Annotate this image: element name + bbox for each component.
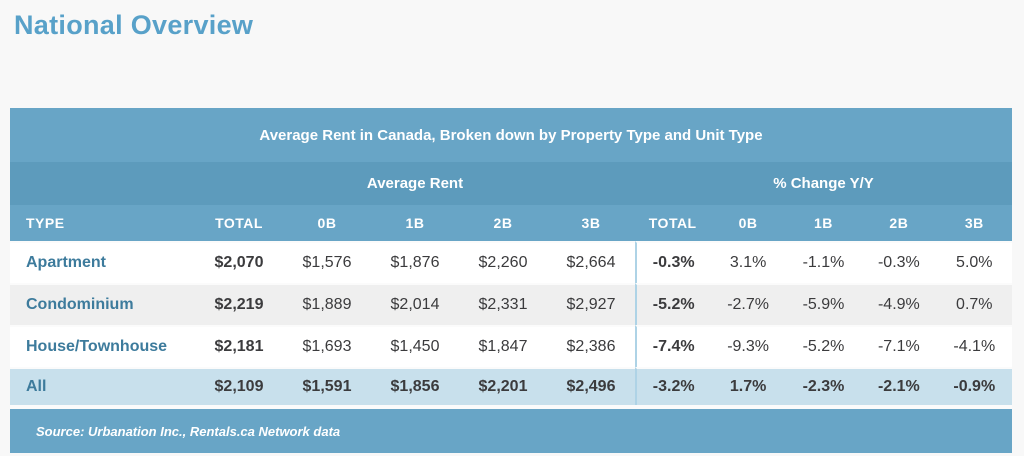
group-spacer bbox=[10, 162, 195, 205]
cell-rent-2b: $2,201 bbox=[459, 367, 547, 405]
column-header-change-total: TOTAL bbox=[635, 205, 711, 241]
cell-change-total: -7.4% bbox=[635, 325, 711, 367]
cell-rent-total: $2,219 bbox=[195, 283, 283, 325]
column-header-rent-0b: 0B bbox=[283, 205, 371, 241]
column-header-change-0b: 0B bbox=[710, 205, 786, 241]
cell-change-total: -0.3% bbox=[635, 241, 711, 283]
cell-change-total: -3.2% bbox=[635, 367, 711, 405]
cell-rent-0b: $1,576 bbox=[283, 241, 371, 283]
column-header-change-3b: 3B bbox=[936, 205, 1012, 241]
row-label: All bbox=[10, 367, 195, 405]
column-header-type: TYPE bbox=[10, 205, 195, 241]
cell-rent-3b: $2,496 bbox=[547, 367, 635, 405]
row-label: House/Townhouse bbox=[10, 325, 195, 367]
cell-rent-total: $2,109 bbox=[195, 367, 283, 405]
column-header-rent-3b: 3B bbox=[547, 205, 635, 241]
column-header-rent-2b: 2B bbox=[459, 205, 547, 241]
cell-change-0b: -9.3% bbox=[710, 325, 786, 367]
cell-rent-2b: $2,331 bbox=[459, 283, 547, 325]
cell-change-3b: 0.7% bbox=[936, 283, 1012, 325]
table-row-all: All $2,109 $1,591 $1,856 $2,201 $2,496 -… bbox=[10, 367, 1012, 405]
table-footer-row: Source: Urbanation Inc., Rentals.ca Netw… bbox=[10, 405, 1012, 453]
cell-change-3b: -4.1% bbox=[936, 325, 1012, 367]
cell-rent-total: $2,181 bbox=[195, 325, 283, 367]
cell-rent-0b: $1,693 bbox=[283, 325, 371, 367]
page-title: National Overview bbox=[14, 10, 254, 40]
column-header-rent-1b: 1B bbox=[371, 205, 459, 241]
row-label: Apartment bbox=[10, 241, 195, 283]
cell-change-0b: 3.1% bbox=[710, 241, 786, 283]
cell-change-2b: -7.1% bbox=[861, 325, 937, 367]
row-label: Condominium bbox=[10, 283, 195, 325]
cell-rent-3b: $2,386 bbox=[547, 325, 635, 367]
cell-change-1b: -5.9% bbox=[785, 283, 862, 325]
cell-change-2b: -2.1% bbox=[861, 367, 937, 405]
cell-rent-1b: $1,876 bbox=[371, 241, 459, 283]
cell-rent-0b: $1,591 bbox=[283, 367, 371, 405]
column-header-change-2b: 2B bbox=[861, 205, 937, 241]
cell-change-2b: -4.9% bbox=[861, 283, 937, 325]
table-title-row: Average Rent in Canada, Broken down by P… bbox=[10, 108, 1012, 162]
cell-rent-total: $2,070 bbox=[195, 241, 283, 283]
cell-change-1b: -1.1% bbox=[785, 241, 862, 283]
cell-rent-0b: $1,889 bbox=[283, 283, 371, 325]
table-row-condominium: Condominium $2,219 $1,889 $2,014 $2,331 … bbox=[10, 283, 1012, 325]
cell-change-2b: -0.3% bbox=[861, 241, 937, 283]
cell-rent-3b: $2,664 bbox=[547, 241, 635, 283]
cell-rent-1b: $1,856 bbox=[371, 367, 459, 405]
column-header-rent-total: TOTAL bbox=[195, 205, 283, 241]
cell-rent-1b: $1,450 bbox=[371, 325, 459, 367]
cell-change-1b: -5.2% bbox=[785, 325, 862, 367]
column-group-row: Average Rent % Change Y/Y bbox=[10, 162, 1012, 205]
table-row-apartment: Apartment $2,070 $1,576 $1,876 $2,260 $2… bbox=[10, 241, 1012, 283]
cell-change-3b: 5.0% bbox=[936, 241, 1012, 283]
cell-rent-3b: $2,927 bbox=[547, 283, 635, 325]
rent-summary-table: Average Rent in Canada, Broken down by P… bbox=[10, 108, 1012, 453]
cell-change-total: -5.2% bbox=[635, 283, 711, 325]
cell-rent-1b: $2,014 bbox=[371, 283, 459, 325]
table-title: Average Rent in Canada, Broken down by P… bbox=[10, 108, 1012, 162]
column-header-change-1b: 1B bbox=[785, 205, 862, 241]
group-header-percent-change: % Change Y/Y bbox=[635, 162, 1012, 205]
table-row-house-townhouse: House/Townhouse $2,181 $1,693 $1,450 $1,… bbox=[10, 325, 1012, 367]
cell-change-0b: 1.7% bbox=[710, 367, 786, 405]
source-note: Source: Urbanation Inc., Rentals.ca Netw… bbox=[10, 405, 1012, 453]
column-header-row: TYPE TOTAL 0B 1B 2B 3B TOTAL 0B 1B 2B 3B bbox=[10, 205, 1012, 241]
cell-rent-2b: $2,260 bbox=[459, 241, 547, 283]
cell-rent-2b: $1,847 bbox=[459, 325, 547, 367]
cell-change-0b: -2.7% bbox=[710, 283, 786, 325]
cell-change-1b: -2.3% bbox=[785, 367, 862, 405]
group-header-average-rent: Average Rent bbox=[195, 162, 635, 205]
cell-change-3b: -0.9% bbox=[936, 367, 1012, 405]
